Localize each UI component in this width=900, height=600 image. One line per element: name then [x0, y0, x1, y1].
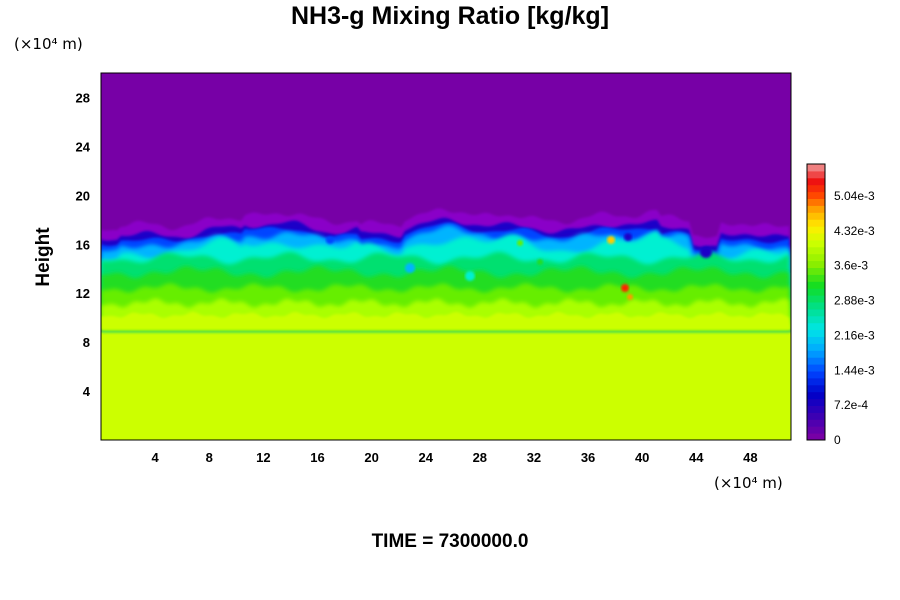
colorbar-segment — [807, 329, 825, 337]
y-tick-label: 4 — [83, 384, 91, 399]
colorbar-segment — [807, 212, 825, 220]
x-tick-label: 4 — [152, 450, 160, 465]
colorbar-segment — [807, 308, 825, 317]
colorbar-tick-label: 2.16e-3 — [834, 328, 875, 342]
chart-title: NH3-g Mixing Ratio [kg/kg] — [290, 2, 610, 30]
plot-frame — [100, 72, 792, 441]
colorbar-segment — [807, 357, 825, 365]
cloud-speckle — [700, 246, 712, 258]
x-axis-unit: (×10⁴ m) — [714, 474, 783, 492]
colorbar-segment — [807, 295, 825, 303]
colorbar-segment — [807, 246, 825, 255]
cloud-speckle — [607, 236, 615, 244]
cloud-speckle — [537, 259, 543, 265]
colorbar-tick-label: 2.88e-3 — [834, 294, 875, 308]
x-tick-label: 40 — [635, 450, 649, 465]
y-tick-label: 28 — [76, 90, 90, 105]
colorbar-segment — [807, 391, 825, 400]
colorbar-segment — [807, 371, 825, 379]
cloud-speckle — [627, 294, 633, 300]
colorbar-tick-label: 0 — [834, 433, 841, 447]
field-lower-layer — [101, 318, 791, 440]
colorbar-segment — [807, 364, 825, 372]
colorbar-segment — [807, 322, 825, 331]
colorbar-tick-label: 3.6e-3 — [834, 259, 868, 273]
colorbar-segment — [807, 281, 825, 289]
x-tick-label: 48 — [743, 450, 757, 465]
x-tick-label: 12 — [256, 450, 270, 465]
colorbar — [807, 164, 825, 441]
cloud-band — [101, 208, 791, 330]
colorbar-segment — [807, 233, 825, 241]
colorbar-tick-label: 1.44e-3 — [834, 363, 875, 377]
y-axis-label: Height — [33, 227, 54, 287]
colorbar-segment — [807, 288, 825, 296]
cloud-speckle — [624, 233, 632, 241]
colorbar-segment — [807, 302, 825, 310]
heatmap-field — [101, 73, 791, 440]
y-tick-label: 12 — [76, 286, 90, 301]
x-tick-label: 28 — [473, 450, 487, 465]
colorbar-segment — [807, 433, 825, 441]
y-tick-label: 24 — [76, 139, 91, 154]
colorbar-segment — [807, 377, 825, 386]
colorbar-segment — [807, 198, 825, 206]
y-tick-label: 16 — [76, 237, 90, 252]
colorbar-tick-label: 5.04e-3 — [834, 189, 875, 203]
colorbar-tick-label: 7.2e-4 — [834, 398, 868, 412]
colorbar-segment — [807, 164, 825, 172]
cloud-layer-9 — [101, 311, 791, 330]
colorbar-ticks: 0 7.2e-4 1.44e-3 2.16e-3 2.88e-3 3.6e-3 4.32e-… — [834, 189, 875, 447]
colorbar-segment — [807, 267, 825, 275]
colorbar-segment — [807, 398, 825, 406]
y-tick-label: 8 — [83, 335, 90, 350]
x-tick-label: 16 — [310, 450, 324, 465]
colorbar-segment — [807, 412, 825, 420]
cloud-speckle — [621, 284, 629, 292]
x-tick-label: 24 — [418, 450, 433, 465]
x-tick-label: 32 — [527, 450, 541, 465]
colorbar-segment — [807, 343, 825, 351]
y-tick-label: 20 — [76, 188, 90, 203]
x-tick-label: 44 — [689, 450, 704, 465]
colorbar-segment — [807, 274, 825, 282]
colorbar-tick-label: 4.32e-3 — [834, 224, 875, 238]
colorbar-segment — [807, 184, 825, 193]
x-tick-label: 20 — [364, 450, 378, 465]
x-tick-label: 36 — [581, 450, 595, 465]
cloud-speckle — [326, 236, 334, 244]
colorbar-segment — [807, 170, 825, 179]
colorbar-segment — [807, 253, 825, 262]
colorbar-segment — [807, 350, 825, 358]
cloud-speckle — [465, 271, 475, 281]
colorbar-segment — [807, 219, 825, 227]
colorbar-frame — [806, 163, 826, 441]
colorbar-segment — [807, 384, 825, 393]
cloud-speckle — [517, 240, 523, 246]
colorbar-segment — [807, 226, 825, 234]
x-tick-label: 8 — [206, 450, 213, 465]
y-axis-unit: (×10⁴ m) — [14, 35, 83, 53]
time-label: TIME = 7300000.0 — [371, 531, 529, 552]
cloud-speckle — [405, 263, 415, 273]
colorbar-segment — [807, 191, 825, 199]
x-axis-ticks: 4 8 12 16 20 24 28 32 36 40 44 48 — [152, 450, 758, 465]
colorbar-segment — [807, 239, 825, 248]
colorbar-segment — [807, 426, 825, 434]
colorbar-segment — [807, 315, 825, 324]
colorbar-segment — [807, 260, 825, 268]
colorbar-segment — [807, 336, 825, 344]
colorbar-segment — [807, 405, 825, 413]
colorbar-segment — [807, 205, 825, 213]
colorbar-segment — [807, 177, 825, 186]
colorbar-segment — [807, 419, 825, 427]
y-axis-ticks: 4 8 12 16 20 24 28 — [76, 90, 91, 399]
